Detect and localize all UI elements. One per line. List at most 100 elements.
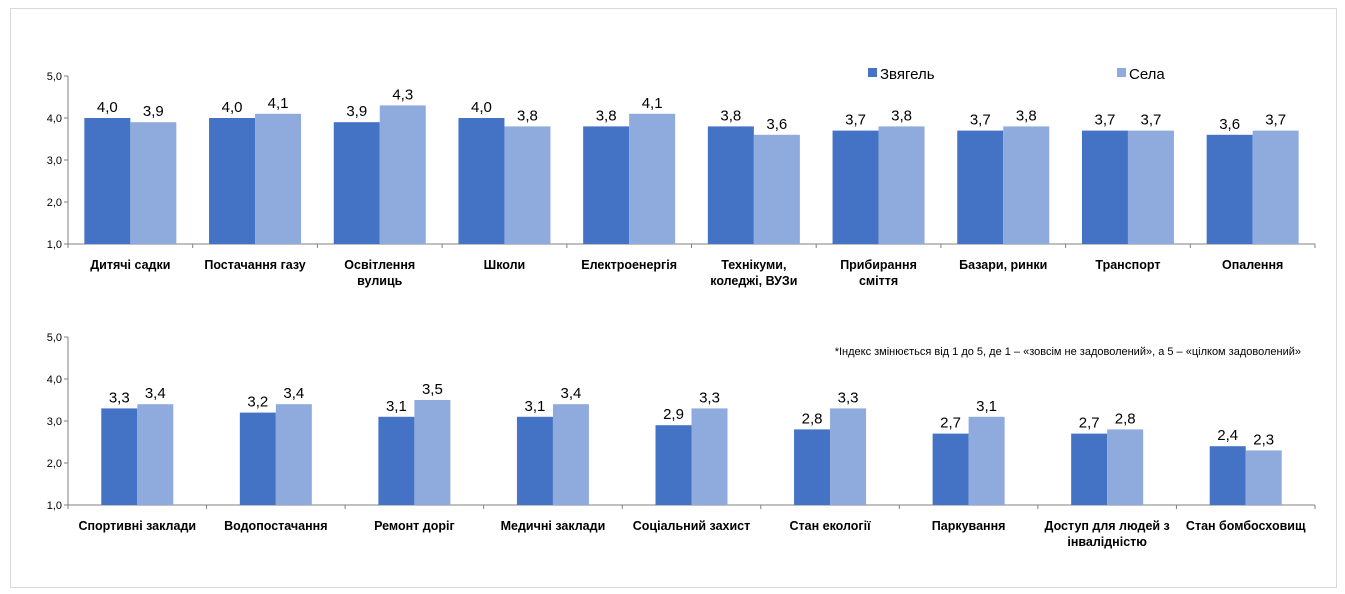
category-label: Стан екології — [790, 519, 872, 533]
bar-sela — [130, 122, 177, 244]
data-label: 4,3 — [392, 86, 413, 103]
legend: Звягель Села — [868, 66, 1165, 83]
data-label: 3,6 — [766, 116, 787, 133]
data-label: 3,4 — [283, 385, 304, 402]
bar-zviahel — [516, 416, 553, 505]
data-label: 3,8 — [517, 107, 538, 124]
bar-zviahel — [378, 416, 415, 505]
category-label-line: Опалення — [1222, 258, 1283, 272]
category-label: Паркування — [932, 519, 1006, 533]
bar-sela — [1107, 429, 1144, 505]
data-label: 3,2 — [247, 394, 268, 411]
bar-sela — [275, 404, 312, 505]
category-label: Освітлення вулиць — [344, 258, 415, 288]
data-label: 3,7 — [845, 112, 866, 129]
data-label: 3,5 — [422, 381, 443, 398]
category-label: Дитячі садки — [90, 258, 170, 272]
data-label: 3,1 — [976, 398, 997, 415]
category-label-line: Освітлення — [344, 258, 415, 272]
data-label: 2,7 — [1079, 415, 1100, 432]
category-label: Водопостачання — [224, 519, 327, 533]
category-label-line: Соціальний захист — [633, 519, 751, 533]
bar-zviahel — [458, 118, 505, 244]
data-label: 4,0 — [471, 99, 492, 116]
data-label: 2,7 — [940, 415, 961, 432]
category-label-line: Постачання газу — [204, 258, 305, 272]
bar-zviahel — [333, 122, 380, 244]
category-label-line: Спортивні заклади — [78, 519, 196, 533]
category-label-line: Дитячі садки — [90, 258, 170, 272]
category-label-line: Ремонт доріг — [374, 519, 455, 533]
data-label: 3,8 — [720, 107, 741, 124]
data-label: 2,4 — [1217, 427, 1238, 444]
y-tick-label: 5,0 — [47, 71, 62, 83]
category-label-line: вулиць — [357, 274, 402, 288]
category-label-line: Стан екології — [790, 519, 872, 533]
bar-sela — [1245, 450, 1282, 505]
data-label: 3,7 — [970, 112, 991, 129]
category-label: Соціальний захист — [633, 519, 751, 533]
data-label: 3,7 — [1141, 112, 1162, 129]
legend-label-zviahel: Звягель — [880, 66, 935, 83]
legend-label-sela: Села — [1129, 66, 1165, 83]
category-label: Спортивні заклади — [78, 519, 196, 533]
data-label: 3,6 — [1219, 116, 1240, 133]
category-label: Доступ для людей з інвалідністю — [1045, 519, 1170, 549]
category-label: Прибирання сміття — [840, 258, 917, 288]
bar-sela — [1252, 130, 1299, 244]
category-label: Опалення — [1222, 258, 1283, 272]
bar-sela — [691, 408, 728, 505]
chart-bottom: 1,0 2,0 3,0 4,0 5,0 3,3 3,4 Спортивні заклади 3,… — [47, 332, 1316, 549]
category-label-line: Базари, ринки — [959, 258, 1047, 272]
data-label: 2,3 — [1253, 431, 1274, 448]
data-label: 4,1 — [268, 95, 289, 112]
category-label: Стан бомбосховищ — [1186, 519, 1306, 533]
y-tick-label: 4,0 — [47, 113, 62, 125]
bar-sela — [379, 105, 426, 245]
bar-sela — [968, 416, 1005, 505]
category-label-line: Стан бомбосховищ — [1186, 519, 1306, 533]
bar-zviahel — [794, 429, 831, 505]
data-label: 3,9 — [346, 103, 367, 120]
bar-zviahel — [1081, 130, 1128, 244]
category-label: Технікуми, коледжі, ВУЗи — [710, 258, 797, 288]
bar-zviahel — [84, 118, 131, 244]
bar-zviahel — [1071, 433, 1108, 505]
category-label-line: Паркування — [932, 519, 1006, 533]
y-tick-label: 1,0 — [47, 500, 62, 512]
bar-zviahel — [655, 425, 692, 505]
data-label: 3,7 — [1265, 112, 1286, 129]
data-label: 3,3 — [838, 389, 859, 406]
bar-sela — [1003, 126, 1050, 244]
bar-sela — [504, 126, 551, 244]
category-label-line: Водопостачання — [224, 519, 327, 533]
category-label-line: Транспорт — [1095, 258, 1160, 272]
data-label: 3,4 — [561, 385, 582, 402]
legend-swatch-zviahel — [868, 68, 877, 77]
y-tick-label: 5,0 — [47, 332, 62, 344]
data-label: 3,8 — [891, 107, 912, 124]
bar-zviahel — [707, 126, 754, 244]
category-label-line: Технікуми, — [721, 258, 786, 272]
bar-zviahel — [583, 126, 630, 244]
y-tick-label: 2,0 — [47, 197, 62, 209]
bar-sela — [552, 404, 589, 505]
data-label: 3,8 — [596, 107, 617, 124]
category-label: Ремонт доріг — [374, 519, 455, 533]
category-label-line: інвалідністю — [1067, 535, 1147, 549]
y-tick-label: 1,0 — [47, 239, 62, 251]
category-label: Школи — [484, 258, 526, 272]
data-label: 4,1 — [642, 95, 663, 112]
y-tick-label: 2,0 — [47, 458, 62, 470]
category-label: Транспорт — [1095, 258, 1160, 272]
category-label-line: Прибирання — [840, 258, 917, 272]
category-label-line: Школи — [484, 258, 526, 272]
scale-note: *Індекс змінюється від 1 до 5, де 1 – «з… — [835, 346, 1301, 358]
bar-zviahel — [932, 433, 969, 505]
data-label: 4,0 — [97, 99, 118, 116]
legend-swatch-sela — [1117, 68, 1126, 77]
category-label: Базари, ринки — [959, 258, 1047, 272]
bar-sela — [753, 134, 800, 244]
category-label-line: сміття — [859, 274, 898, 288]
